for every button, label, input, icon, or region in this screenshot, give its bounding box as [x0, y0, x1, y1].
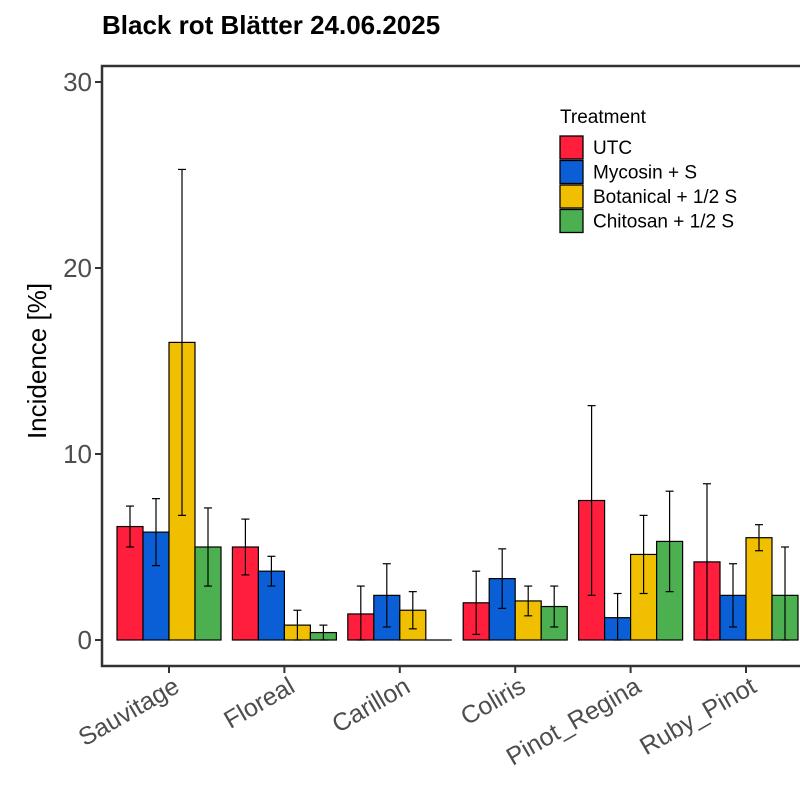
legend: Treatment UTC Mycosin + S Botanical + 1/2 … — [559, 107, 737, 234]
legend-label-1: Mycosin + S — [593, 163, 697, 184]
x-tick-label: Sauvitage — [74, 672, 184, 752]
legend-key-1 — [559, 159, 584, 185]
x-tick-label: Ruby_Pinot — [635, 672, 761, 761]
bar-Floreal-0 — [231, 546, 259, 641]
x-tick-label: Floreal — [219, 672, 299, 734]
x-tick-label: Coliris — [456, 672, 530, 731]
legend-key-0 — [559, 135, 584, 160]
legend-key-3 — [559, 208, 584, 234]
legend-key-2 — [559, 184, 584, 209]
y-tick-label: 0 — [78, 625, 92, 655]
plot-border — [100, 64, 800, 668]
legend-title: Treatment — [560, 107, 647, 128]
legend-label-0: UTC — [593, 138, 632, 159]
y-tick-label: 30 — [63, 67, 92, 97]
y-axis-title: Incidence [%] — [22, 283, 52, 439]
y-tick-label: 10 — [63, 439, 92, 469]
legend-label-2: Botanical + 1/2 S — [593, 187, 737, 208]
y-tick-label: 20 — [63, 253, 92, 283]
x-tick-label: Carillon — [327, 672, 414, 739]
bar-Ruby_Pinot-2 — [745, 537, 773, 641]
chart-title: Black rot Blätter 24.06.2025 — [102, 10, 440, 40]
legend-label-3: Chitosan + 1/2 S — [593, 212, 734, 233]
